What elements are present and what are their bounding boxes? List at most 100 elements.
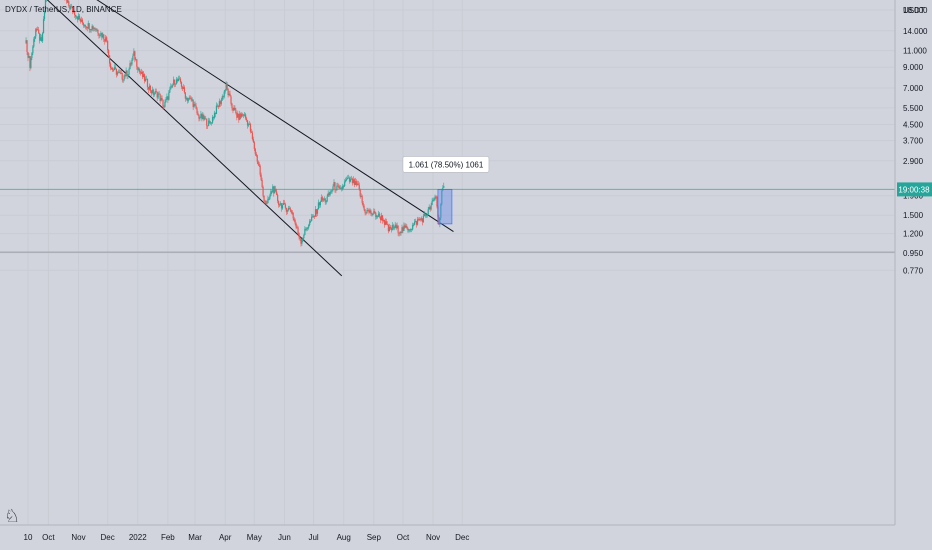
- trendlines[interactable]: [24, 0, 454, 277]
- x-tick-label: 10: [24, 533, 33, 542]
- candle-body: [245, 118, 248, 121]
- candle-body: [185, 97, 187, 99]
- candle-body: [384, 221, 387, 225]
- candle-body: [367, 210, 369, 211]
- candle-body: [372, 214, 374, 215]
- candle-body: [31, 53, 33, 58]
- candle-body: [221, 96, 223, 100]
- candle-body: [217, 106, 219, 107]
- y-tick-label: 3.700: [903, 137, 924, 146]
- candle-body: [194, 104, 196, 106]
- price-axis[interactable]: 30.00024.00018.00014.00011.0009.0007.000…: [903, 0, 928, 275]
- candle-body: [438, 216, 440, 225]
- candle-body: [319, 201, 321, 206]
- candle-body: [340, 187, 342, 189]
- candle-body: [137, 66, 139, 70]
- candle-body: [90, 29, 92, 31]
- candle-body: [396, 225, 398, 229]
- candle-body: [228, 93, 230, 96]
- candle-body: [82, 22, 84, 26]
- candle-body: [285, 207, 287, 212]
- candle-body: [234, 107, 236, 110]
- trendline[interactable]: [24, 0, 343, 277]
- candle-body: [178, 78, 181, 80]
- candle-body: [382, 220, 385, 221]
- x-tick-label: Dec: [101, 533, 115, 542]
- candle-body: [216, 105, 219, 107]
- candle-body: [360, 196, 362, 197]
- candle-body: [287, 207, 289, 211]
- x-tick-label: Sep: [367, 533, 382, 542]
- candle-body: [391, 225, 393, 231]
- candle-body: [255, 153, 257, 156]
- candle-body: [283, 203, 286, 205]
- candle-body: [33, 39, 35, 47]
- trendline[interactable]: [42, 0, 454, 233]
- candle-body: [199, 117, 201, 119]
- candle-body: [249, 123, 252, 132]
- candle-body: [286, 210, 288, 212]
- candle-body: [337, 185, 339, 187]
- candle-body: [355, 181, 357, 186]
- candle-body: [207, 125, 209, 127]
- candle-body: [342, 185, 344, 190]
- candle-body: [180, 82, 183, 87]
- candle-body: [363, 205, 365, 210]
- candle-body: [239, 113, 241, 120]
- candle-body: [233, 107, 235, 111]
- tradingview-logo-icon[interactable]: ♘: [4, 506, 21, 526]
- measure-label-box: [402, 156, 490, 173]
- candle-body: [392, 225, 394, 229]
- candle-body: [429, 207, 431, 210]
- candle-body: [265, 201, 267, 204]
- x-tick-label: Nov: [71, 533, 85, 542]
- candle-body: [398, 232, 400, 234]
- candle-body: [387, 225, 389, 232]
- candle-body: [167, 96, 169, 100]
- candle-body: [378, 213, 380, 217]
- candle-body: [323, 198, 325, 200]
- candle-body: [349, 179, 352, 182]
- candle-body: [81, 19, 83, 23]
- candle-body: [97, 29, 99, 34]
- candle-body: [119, 72, 121, 74]
- candle-body: [361, 196, 363, 203]
- x-tick-label: Apr: [219, 533, 232, 542]
- candle-body: [72, 6, 74, 12]
- candle-body: [70, 6, 72, 9]
- time-axis[interactable]: 10 Oct Nov Dec 2022 Feb Mar Apr May Jun Jul Aug Sep O…: [24, 533, 470, 542]
- candle-body: [214, 112, 217, 115]
- candle-body: [305, 228, 307, 230]
- candle-body: [100, 33, 102, 36]
- candle-body: [375, 212, 377, 218]
- candle-body: [344, 181, 346, 187]
- candle-body: [426, 214, 428, 216]
- measure-tool[interactable]: 1.061 (78.50%) 1061: [402, 156, 490, 225]
- candle-body: [427, 209, 429, 215]
- candle-body: [84, 25, 86, 27]
- candle-body: [132, 55, 134, 60]
- candle-body: [403, 225, 405, 231]
- candle-body: [93, 28, 95, 30]
- candle-body: [35, 29, 37, 37]
- candle-body: [152, 89, 154, 95]
- candle-body: [105, 37, 107, 42]
- measure-range-box[interactable]: [437, 189, 453, 225]
- candle-body: [277, 194, 279, 202]
- x-tick-label: Mar: [188, 533, 202, 542]
- candle-body: [80, 19, 83, 22]
- candle-body: [358, 184, 360, 190]
- candle-body: [236, 113, 238, 118]
- candle-body: [433, 199, 435, 201]
- candle-body: [149, 85, 151, 91]
- candle-body: [145, 78, 148, 80]
- candle-body: [315, 209, 318, 214]
- candle-body: [248, 123, 251, 125]
- candle-body: [222, 96, 224, 98]
- candle-body: [237, 113, 239, 118]
- candle-body: [25, 40, 27, 44]
- candle-body: [34, 36, 36, 40]
- candle-body: [443, 185, 445, 188]
